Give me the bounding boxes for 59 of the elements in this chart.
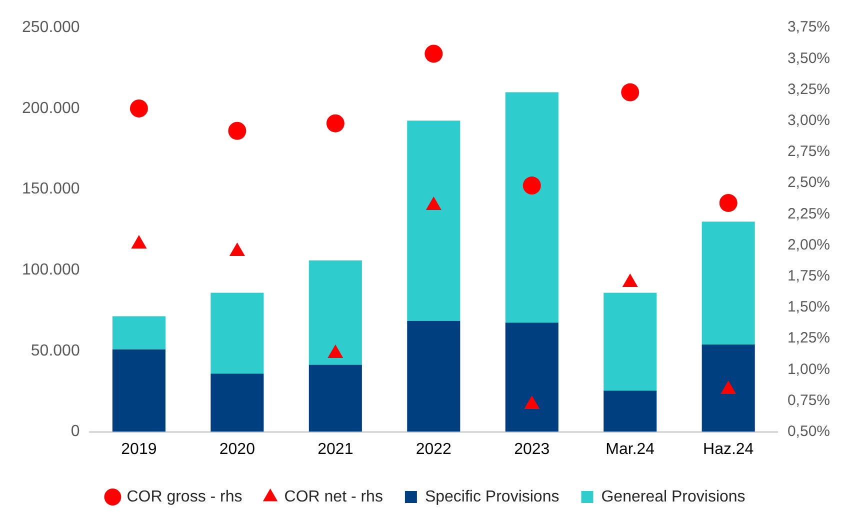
legend-label: Genereal Provisions: [601, 488, 746, 506]
bar: [505, 92, 558, 323]
y2-tick-label: 2,50%: [787, 174, 830, 192]
bar: [308, 260, 362, 365]
y-tick-label: 0: [70, 423, 80, 440]
y2-tick-label: 1,00%: [787, 360, 830, 378]
bar: [604, 292, 657, 391]
legend-label: Specific Provisions: [424, 488, 560, 506]
x-tick-label: Haz.24: [703, 440, 754, 458]
point: [424, 44, 443, 63]
bar: [210, 374, 264, 432]
bar: [407, 120, 460, 322]
point: [522, 176, 541, 195]
legend-label: COR gross - rhs: [126, 488, 242, 506]
y2-tick-label: 1,75%: [787, 267, 830, 284]
bar: [604, 390, 657, 432]
y-tick-label: 250.000: [22, 19, 80, 36]
bar: [407, 321, 460, 432]
point: [524, 395, 540, 409]
y2-tick-label: 3,50%: [787, 50, 830, 67]
point: [622, 274, 638, 288]
x-tick-label: Mar.24: [606, 440, 655, 458]
y2-tick-label: 1,50%: [787, 298, 830, 316]
x-tick-label: 2023: [514, 440, 550, 458]
x-tick-label: 2019: [121, 440, 157, 458]
point: [719, 194, 738, 212]
y2-tick-label: 3,00%: [787, 112, 830, 130]
x-tick-label: 2021: [318, 440, 354, 458]
y-tick-label: 100.000: [22, 262, 80, 279]
legend-label: COR net - rhs: [284, 488, 383, 506]
y2-tick-label: 3,25%: [787, 80, 830, 98]
bar: [505, 322, 558, 432]
x-tick-label: 2020: [219, 440, 256, 458]
point: [328, 344, 344, 358]
point: [720, 380, 736, 394]
point: [130, 99, 148, 118]
y2-tick-label: 0,50%: [787, 422, 830, 440]
point: [326, 114, 344, 132]
y2-tick-label: 1,25%: [787, 330, 830, 347]
y2-tick-label: 0,75%: [787, 392, 830, 409]
bar: [112, 349, 166, 432]
x-tick-label: 2022: [416, 440, 452, 458]
bar: [112, 316, 166, 350]
y-tick-label: 50.000: [30, 342, 80, 360]
y2-tick-label: 2,25%: [787, 205, 830, 222]
bar: [210, 292, 264, 374]
y-tick-label: 200.000: [22, 100, 80, 117]
y2-tick-label: 2,75%: [787, 143, 830, 160]
bar: [308, 364, 362, 432]
y-tick-label: 150.000: [22, 180, 80, 198]
bar: [702, 344, 755, 432]
bar: [702, 222, 755, 344]
point: [229, 242, 245, 256]
point: [621, 83, 640, 102]
y2-tick-label: 2,00%: [787, 236, 830, 254]
y2-tick-label: 3,75%: [787, 18, 830, 36]
point: [426, 196, 442, 210]
point: [228, 122, 246, 140]
point: [131, 235, 147, 249]
